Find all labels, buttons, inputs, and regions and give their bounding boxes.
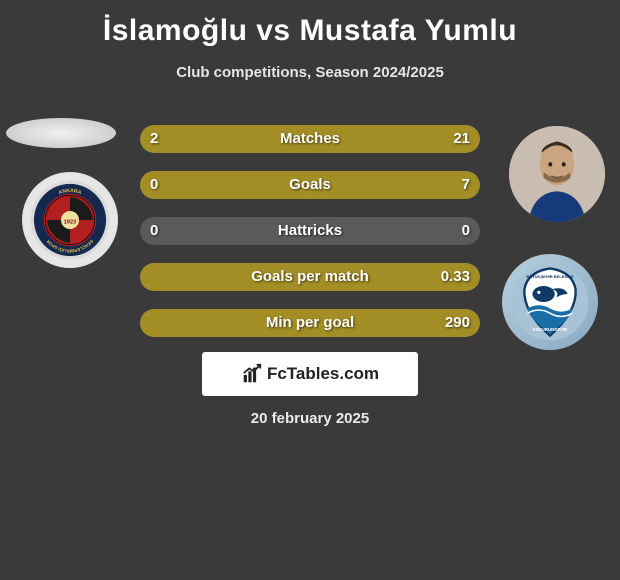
stat-row: Hattricks0 0 xyxy=(140,217,480,245)
date-text: 20 february 2025 xyxy=(0,410,620,427)
stat-label: Hattricks xyxy=(140,217,480,245)
stats-bars: Matches221Goals07Hattricks00Goals per ma… xyxy=(140,125,480,355)
stat-value-left: 0 xyxy=(150,171,158,199)
stat-row: Goals per match0.33 xyxy=(140,263,480,291)
stat-value-right: 0 xyxy=(462,217,470,245)
page-title: İslamoğlu vs Mustafa Yumlu xyxy=(0,0,620,48)
stat-label: Min per goal xyxy=(140,309,480,337)
stat-label: Goals per match xyxy=(140,263,480,291)
stat-label: Goals xyxy=(140,171,480,199)
subtitle: Club competitions, Season 2024/2025 xyxy=(0,64,620,81)
stat-row: Goals0 7 xyxy=(140,171,480,199)
brand-box[interactable]: FcTables.com xyxy=(202,352,418,396)
stat-value-left: 2 xyxy=(150,125,158,153)
stat-row: Min per goal290 xyxy=(140,309,480,337)
stat-value-right: 21 xyxy=(453,125,470,153)
stat-value-right: 0.33 xyxy=(441,263,470,291)
stat-value-left: 0 xyxy=(150,217,158,245)
brand-text: FcTables.com xyxy=(267,364,379,384)
chart-icon xyxy=(241,363,263,385)
stat-value-right: 7 xyxy=(462,171,470,199)
stat-label: Matches xyxy=(140,125,480,153)
stat-value-right: 290 xyxy=(445,309,470,337)
stat-row: Matches2 21 xyxy=(140,125,480,153)
